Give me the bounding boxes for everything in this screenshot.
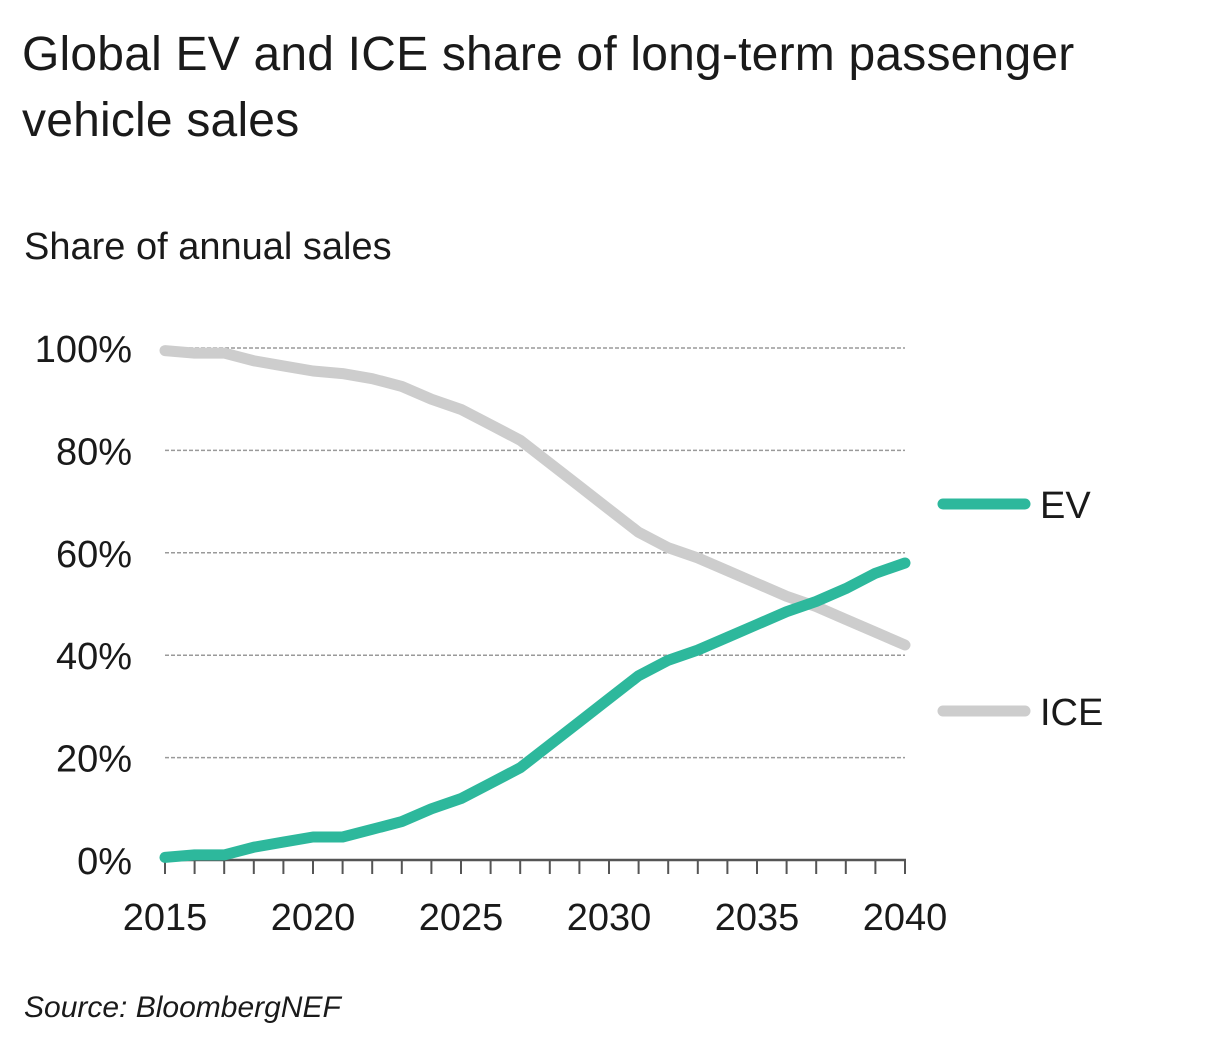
x-tick-label: 2030 bbox=[567, 897, 652, 939]
grid-lines bbox=[165, 347, 905, 759]
legend: EV ICE bbox=[937, 485, 1103, 734]
y-tick-label: 60% bbox=[56, 534, 132, 576]
y-tick-label: 80% bbox=[56, 431, 132, 473]
x-tick-label: 2035 bbox=[715, 897, 800, 939]
x-axis bbox=[162, 858, 906, 874]
y-tick-label: 100% bbox=[35, 329, 132, 371]
y-tick-label: 40% bbox=[56, 636, 132, 678]
legend-label-ev: EV bbox=[1040, 485, 1091, 527]
x-tick-label: 2025 bbox=[419, 897, 504, 939]
legend-label-ice: ICE bbox=[1040, 692, 1103, 734]
x-axis-ticks: 2015 2020 2025 2030 2035 2040 bbox=[123, 897, 948, 939]
series-line-ev bbox=[159, 557, 911, 863]
x-tick-label: 2015 bbox=[123, 897, 208, 939]
x-tick-label: 2020 bbox=[271, 897, 356, 939]
y-axis-label: Share of annual sales bbox=[24, 226, 392, 268]
x-tick-label: 2040 bbox=[863, 897, 948, 939]
source-note: Source: BloombergNEF bbox=[24, 991, 341, 1024]
series-line-ice bbox=[159, 345, 911, 651]
y-tick-label: 0% bbox=[77, 841, 132, 883]
series-lines bbox=[159, 345, 911, 863]
y-axis-ticks: 0% 20% 40% 60% 80% 100% bbox=[35, 329, 132, 883]
chart-title: Global EV and ICE share of long-term pas… bbox=[22, 28, 1075, 147]
y-tick-label: 20% bbox=[56, 739, 132, 781]
